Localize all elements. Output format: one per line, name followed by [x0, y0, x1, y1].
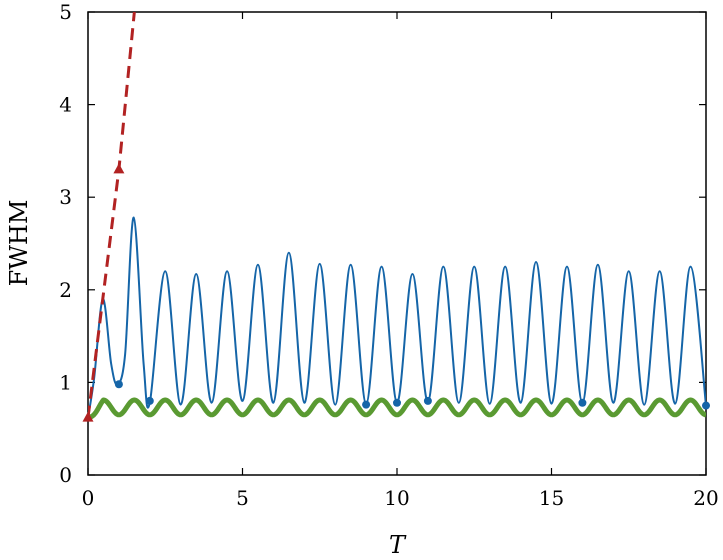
series-blue-line	[88, 216, 706, 418]
y-tick-label: 3	[59, 185, 72, 209]
axis-ticks: 0 5 10 15 20 0 1 2 3 4 5	[59, 0, 718, 510]
series-blue-marker	[578, 398, 587, 407]
series-blue-marker	[362, 400, 371, 409]
series-group	[82, 12, 710, 422]
series-blue-marker	[702, 401, 710, 410]
y-tick-label: 5	[59, 0, 72, 24]
x-axis-label: T	[389, 531, 407, 559]
y-tick-label: 4	[59, 93, 72, 117]
x-tick-label: 20	[693, 486, 718, 510]
x-tick-label: 0	[82, 486, 95, 510]
x-tick-label: 15	[539, 486, 564, 510]
series-red-marker	[113, 163, 125, 174]
series-blue-marker	[145, 396, 154, 405]
y-tick-label: 2	[59, 278, 72, 302]
x-tick-label: 5	[236, 486, 249, 510]
series-blue-marker	[393, 398, 401, 407]
series-red-marker	[82, 411, 94, 422]
series-green-line	[88, 397, 706, 421]
y-axis-label: FWHM	[5, 200, 33, 287]
x-tick-label: 10	[384, 486, 409, 510]
series-blue-marker	[423, 396, 432, 405]
y-tick-label: 0	[59, 463, 72, 487]
series-blue-marker	[114, 380, 123, 389]
y-tick-label: 1	[59, 370, 72, 394]
